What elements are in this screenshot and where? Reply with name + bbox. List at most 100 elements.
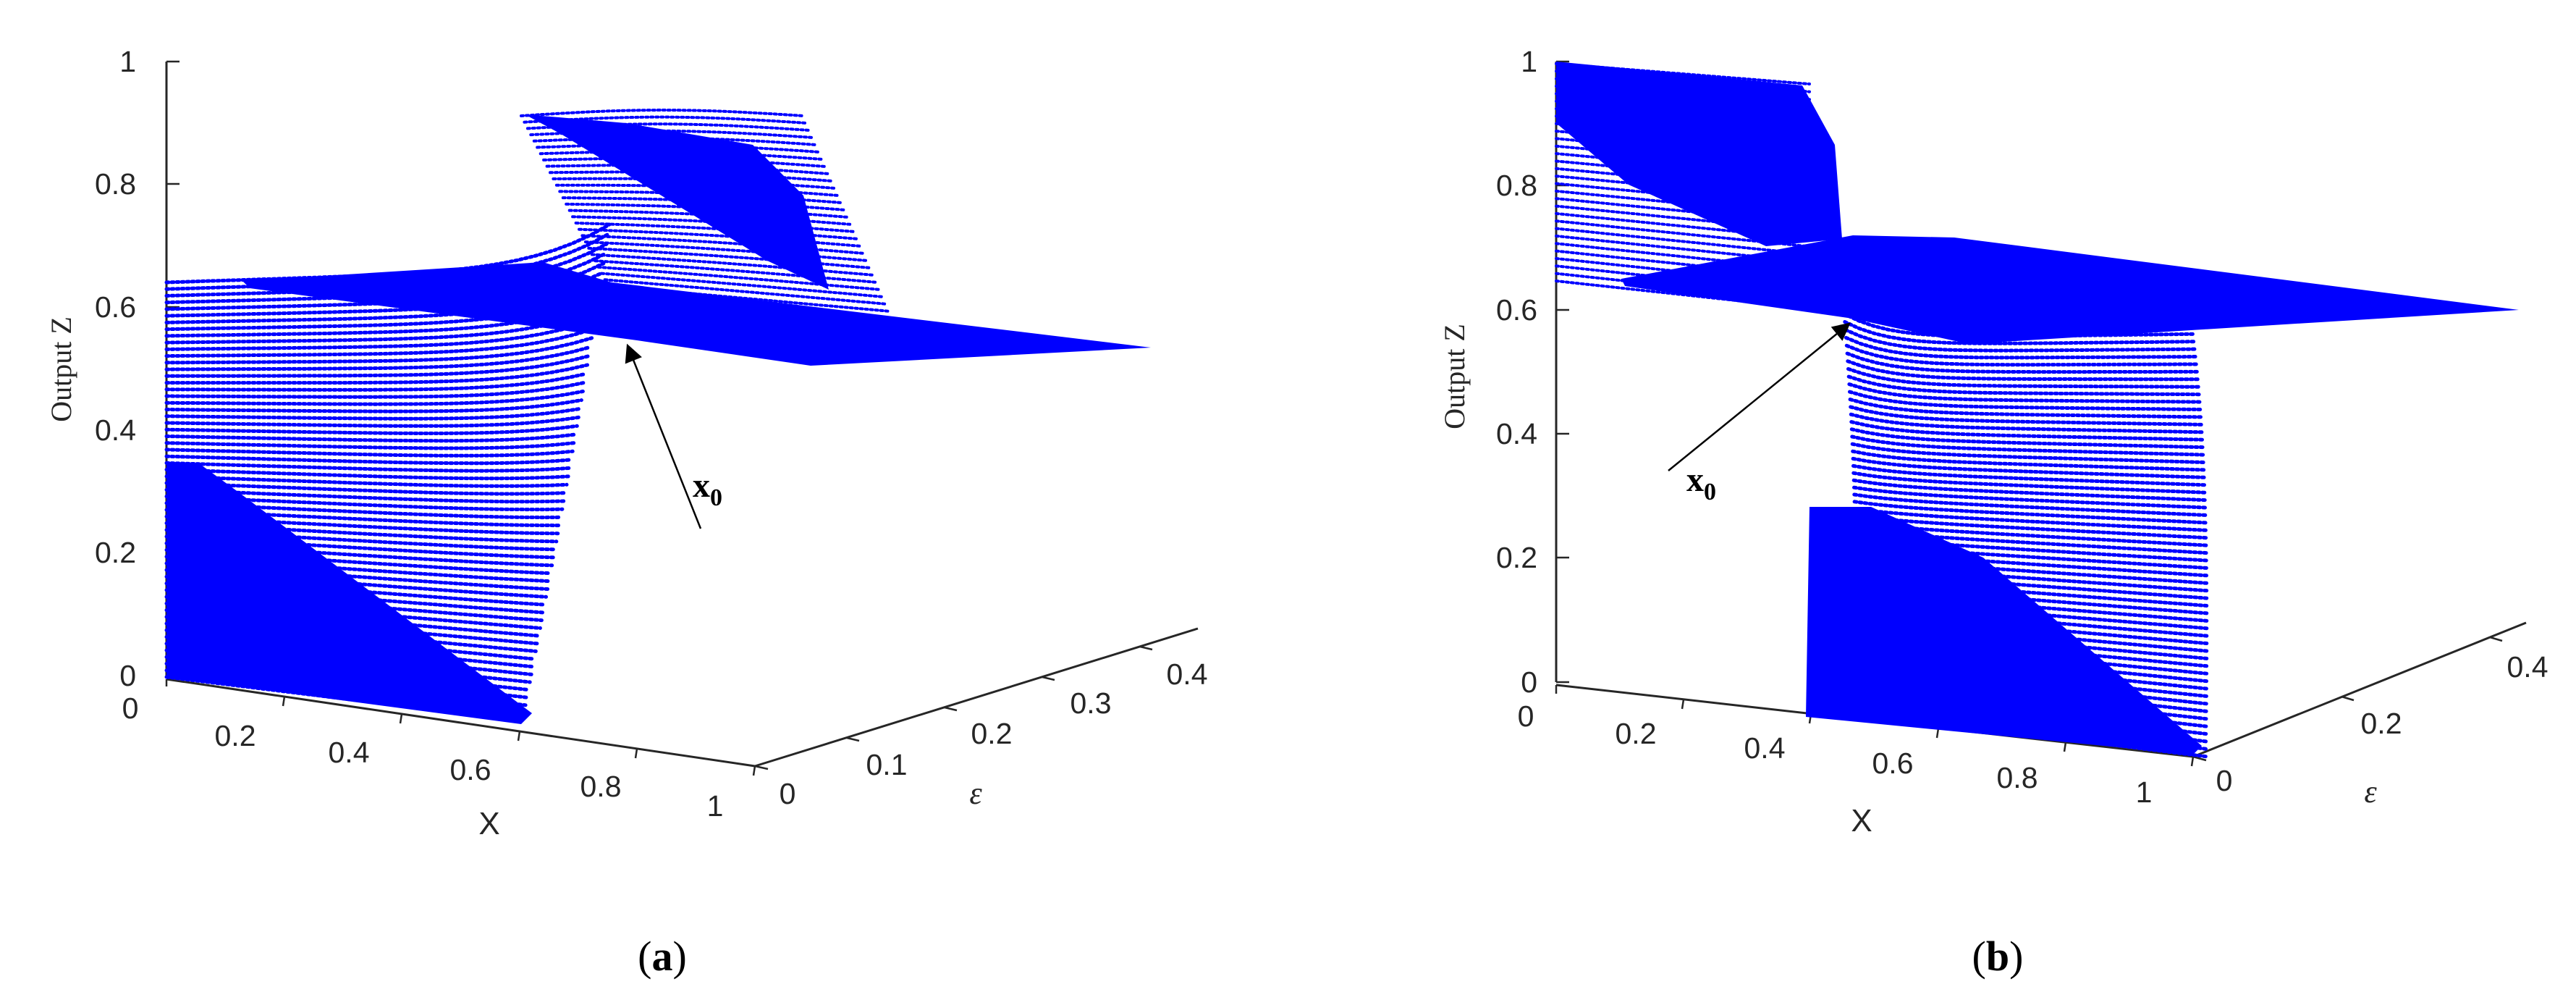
x-tick-label-b: 0 [1518, 699, 1534, 733]
surface-b-wall-line [1850, 442, 2205, 464]
z-tick-labels-b: 0 0.2 0.4 0.6 0.8 1 [1496, 45, 1537, 699]
x-tick-label-a: 0.6 [450, 753, 491, 786]
surface-a-wall-line [164, 354, 591, 378]
z-tick-label-b: 0.6 [1496, 293, 1537, 327]
surface-a-wall-line [164, 448, 575, 458]
surface-a-wall-fill [166, 463, 532, 724]
x-tick-label-a: 0.4 [329, 736, 370, 769]
surface-a-wall-line [164, 327, 596, 358]
surface-b-wall-line [1852, 492, 2208, 517]
surface-a-wall-line [164, 345, 593, 371]
eps-tick-label-b: 0.4 [2507, 650, 2548, 684]
surface-a-upper-line [587, 246, 873, 269]
surface-b-wall-line [1850, 434, 2205, 457]
surface-b-wall-line [1851, 449, 2206, 472]
eps-axis-label-a: ε [969, 776, 982, 811]
surface-b-wall-line [1841, 303, 2197, 332]
surface-b-wall-line [1853, 513, 2208, 540]
surface-b-wall-line [1843, 320, 2198, 345]
x-tick-labels-a: 0 0.2 0.4 0.6 0.8 1 [122, 692, 724, 823]
surface-a-upper-line [583, 240, 869, 262]
eps-tick-labels-a: 0 0.1 0.2 0.3 0.4 [780, 657, 1208, 810]
surface-b-wall-line [1841, 295, 2196, 324]
surface-a-wall-line [164, 318, 597, 351]
eps-tick-a [754, 765, 769, 770]
surface-a-upper-line [596, 265, 882, 291]
surface-b-wall-line [1852, 500, 2208, 525]
surface-a-upper-line [520, 108, 805, 117]
x0-subscript-b: 0 [1704, 479, 1716, 505]
x-tick-a [634, 748, 638, 759]
surface-b-wall-line [1851, 471, 2207, 495]
x0-text-a: x [693, 466, 710, 505]
surface-b-upper-fill [1556, 62, 1842, 246]
surface-b-wall-line [1842, 312, 2197, 339]
surface-a-wall-line [164, 468, 570, 481]
surface-b-wall-line [1844, 335, 2199, 360]
surface-b-wall-line [1851, 478, 2207, 503]
z-tick-labels-a: 0 0.2 0.4 0.6 0.8 1 [95, 45, 136, 692]
chart-panel-a: 0 0.2 0.4 0.6 0.8 1 Output Z 0 0.2 0.4 0… [45, 45, 1208, 980]
x-tick-a [399, 713, 403, 724]
x-tick-label-a: 0.2 [215, 719, 256, 752]
x-tick-b [2190, 756, 2195, 767]
eps-tick-a [846, 736, 860, 742]
surface-b-wall-line [1848, 390, 2203, 411]
x-tick-label-b: 0.4 [1744, 731, 1786, 765]
x-tick-b [2063, 741, 2067, 752]
surface-a-wall-line [164, 407, 582, 421]
eps-axis-line-a [754, 627, 1199, 768]
x-tick-label-b: 0.8 [1997, 761, 2038, 794]
z-axis-label-a: Output Z [45, 316, 77, 422]
x-tick-labels-b: 0 0.2 0.4 0.6 0.8 1 [1518, 699, 2153, 809]
surface-a-wall-line [164, 461, 572, 473]
x-tick-label-a: 1 [707, 789, 724, 823]
surface-b-wall-line [1849, 405, 2204, 427]
caption-a: (a) [638, 933, 687, 980]
z-tick-label-b: 0.2 [1496, 541, 1537, 574]
surface-a-wall-line [164, 371, 588, 392]
z-tick-label-a: 0.4 [95, 413, 136, 447]
surface-b-wall-line [1849, 420, 2205, 442]
z-tick-label-a: 0 [119, 659, 136, 692]
surface-a-wall-line [164, 432, 578, 443]
z-tick-label-a: 0.6 [95, 290, 136, 324]
surface-a-wall-line [164, 415, 580, 428]
surface-b-wall-line [1844, 343, 2200, 367]
surface-b-wall-line [1852, 485, 2207, 510]
eps-axis-label-b: ε [2364, 774, 2377, 810]
surface-a-upper-line [607, 285, 892, 313]
x-axis-label-a: X [478, 806, 499, 841]
z-tick-label-b: 0 [1521, 665, 1537, 699]
eps-tick-label-b: 0.2 [2361, 707, 2402, 740]
eps-tick-a [944, 706, 958, 712]
x-tick-label-b: 1 [2136, 776, 2153, 809]
x0-subscript-a: 0 [710, 484, 722, 511]
surface-a-wall-line [164, 481, 567, 496]
surface-a-wall-line [164, 363, 589, 385]
surface-b-wall-line [1849, 412, 2204, 434]
x-tick-label-a: 0.8 [580, 770, 622, 803]
eps-tick-label-a: 0.1 [866, 748, 908, 781]
eps-tick-b [2341, 695, 2355, 702]
surface-a-upper-line [603, 278, 889, 306]
surface-points-a [164, 108, 1151, 724]
eps-tick-label-a: 0 [780, 777, 796, 810]
chart-panel-b: 0 0.2 0.4 0.6 0.8 1 Output Z 0 0.2 0.4 0… [1438, 45, 2548, 980]
eps-tick-label-b: 0 [2216, 764, 2233, 797]
x-tick-b [1681, 699, 1685, 710]
surface-b-wall-line [1845, 351, 2200, 374]
surface-b-plateau [1621, 235, 2519, 344]
eps-ticks-b [2192, 636, 2503, 762]
surface-a-upper-line [600, 272, 886, 298]
x-tick-a [752, 765, 756, 776]
x-tick-label-b: 0.6 [1872, 747, 1914, 780]
x0-text-b: x [1686, 461, 1704, 499]
z-ticks-b [1556, 60, 1569, 684]
eps-tick-a [1139, 645, 1153, 651]
surface-b-wall-fill [1806, 507, 2202, 755]
surface-a-wall-line [164, 308, 599, 345]
x-axis-line-a [166, 678, 756, 768]
x-axis-label-b: X [1851, 803, 1872, 839]
